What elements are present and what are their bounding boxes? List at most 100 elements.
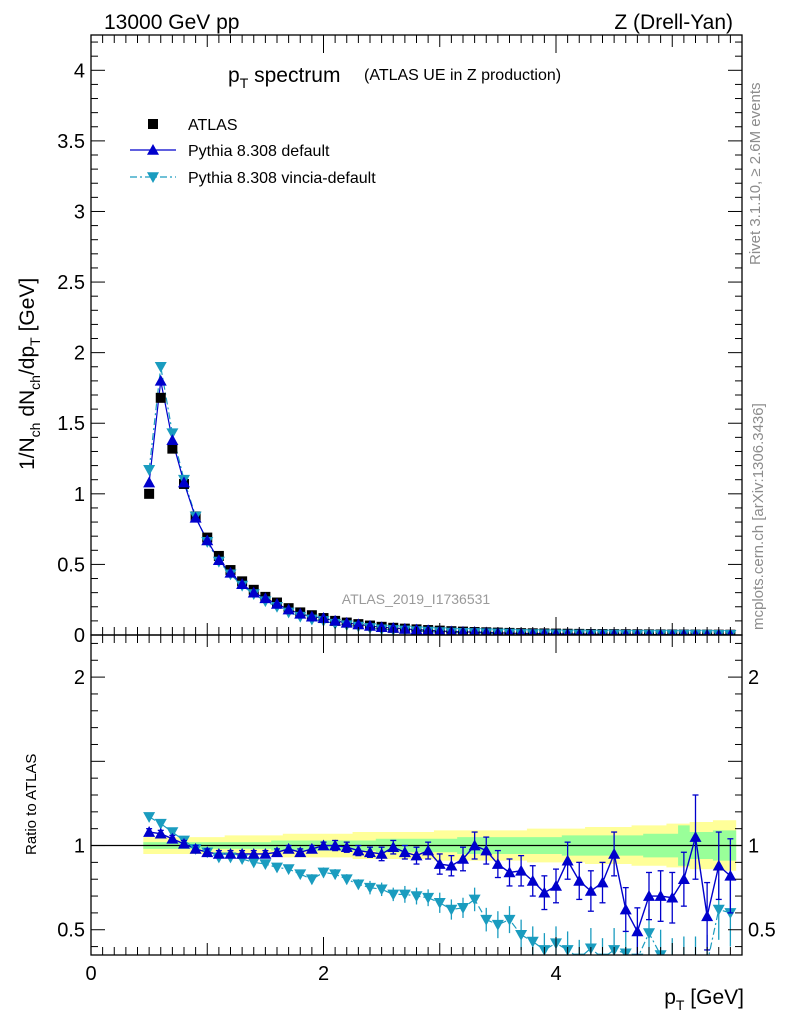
plot-title: pT spectrum — [228, 64, 340, 91]
default-ratio-point — [201, 846, 214, 858]
default-ratio-point — [515, 864, 528, 876]
default-ratio-point — [677, 873, 690, 885]
default-ratio-point — [445, 859, 458, 871]
rivet-label: Rivet 3.1.10, ≥ 2.6M events — [747, 83, 764, 266]
vincia-ratio-point — [526, 936, 539, 948]
default-point — [201, 534, 214, 546]
main-y-tick-label: 0.5 — [57, 554, 85, 576]
default-ratio-point — [457, 853, 469, 864]
default-ratio-point — [236, 847, 249, 859]
default-point — [329, 614, 342, 626]
vincia-ratio-point — [678, 959, 690, 970]
default-ratio-point — [329, 839, 342, 851]
default-ratio-point — [468, 839, 481, 851]
default-ratio-point — [550, 879, 562, 891]
vincia-ratio-point — [433, 897, 446, 909]
ratio-ylabel: Ratio to ATLAS — [23, 754, 40, 855]
default-ratio-point — [573, 874, 586, 886]
default-ratio-point — [166, 832, 179, 844]
default-point — [189, 511, 202, 523]
default-ratio-point — [712, 859, 725, 871]
x-tick-label: 4 — [550, 963, 561, 985]
default-ratio-point — [596, 876, 609, 888]
default-point — [224, 566, 237, 578]
main-y-tick-label: 0 — [74, 625, 85, 647]
default-ratio-point — [666, 891, 679, 903]
vincia-ratio-point — [643, 928, 655, 940]
ratio-series — [143, 794, 737, 970]
default-point — [247, 586, 260, 598]
x-tick-label: 2 — [318, 963, 329, 985]
default-ratio-point — [433, 858, 446, 869]
default-ratio-point — [212, 847, 225, 859]
atlas-point — [155, 392, 166, 403]
legend: ATLAS Pythia 8.308 default Pythia 8.308 vi… — [130, 117, 376, 187]
default-point — [236, 578, 249, 589]
legend-marker-vincia — [147, 172, 159, 183]
legend-marker-default — [147, 144, 159, 155]
default-ratio-point — [608, 847, 621, 859]
vincia-ratio-point — [457, 903, 469, 914]
default-point — [282, 603, 295, 615]
vincia-ratio-point — [282, 864, 295, 876]
default-ratio-point — [317, 839, 330, 851]
plot-subtitle: (ATLAS UE in Z production) — [364, 67, 561, 84]
legend-label-pythia-8-308-default: Pythia 8.308 default — [188, 143, 330, 160]
vincia-ratio-point — [503, 914, 516, 926]
vincia-ratio-point — [329, 869, 342, 881]
header-right: Z (Drell-Yan) — [614, 11, 733, 34]
default-ratio-point — [643, 890, 655, 901]
axis-ticks: 00.511.522.533.540.5 0.51 12 20 2 4 — [57, 35, 776, 985]
vincia-ratio-point — [712, 904, 725, 916]
default-point — [352, 618, 365, 630]
default-ratio-point — [480, 844, 493, 856]
vincia-ratio-point — [422, 892, 435, 904]
default-ratio-point — [503, 866, 516, 878]
legend-marker-atlas — [148, 119, 158, 129]
default-ratio-point — [178, 837, 190, 849]
mcplots-label: mcplots.cern.ch [arXiv:1306.3436] — [750, 403, 767, 630]
vincia-ratio-point — [690, 959, 702, 970]
ratio-line-vincia — [148, 816, 731, 955]
default-ratio-point — [584, 885, 597, 896]
vincia-ratio-point — [491, 919, 504, 931]
atlas-point — [144, 488, 155, 499]
default-point — [166, 434, 179, 445]
ratio-y-tick-label-right: 2 — [748, 667, 759, 689]
vincia-ratio-point — [666, 959, 678, 970]
vincia-ratio-point — [701, 959, 713, 970]
vincia-ratio-point — [387, 889, 400, 901]
default-ratio-point — [654, 890, 667, 901]
vincia-ratio-point — [375, 884, 388, 896]
ratio-y-tick-label-right: 0.5 — [748, 920, 776, 942]
default-point — [305, 610, 318, 622]
x-tick-label: 0 — [85, 963, 96, 985]
default-ratio-point — [410, 849, 423, 861]
default-ratio-point — [247, 847, 260, 859]
vincia-ratio-point — [294, 869, 307, 881]
legend-label-atlas: ATLAS — [188, 117, 238, 134]
analysis-watermark: ATLAS_2019_I1736531 — [342, 591, 491, 607]
default-ratio-point — [701, 910, 714, 922]
main-ylabel: 1/Nch dNch/dpT [GeV] — [16, 278, 43, 470]
default-ratio-point — [271, 846, 283, 858]
vincia-ratio-point — [259, 859, 272, 871]
ratio-y-tick-label: 0.5 — [57, 920, 85, 942]
vincia-ratio-point — [515, 929, 528, 941]
atlas-point — [167, 443, 178, 454]
default-point — [364, 619, 376, 631]
default-ratio-point — [724, 869, 737, 881]
vincia-ratio-point — [305, 874, 318, 886]
ratio-y-tick-label: 2 — [74, 667, 85, 689]
vincia-ratio-point — [166, 827, 179, 839]
default-ratio-point — [305, 842, 318, 854]
default-ratio-point — [340, 841, 353, 853]
default-ratio-point — [538, 886, 551, 898]
legend-label-pythia-8-308-vincia-default: Pythia 8.308 vincia-default — [188, 170, 376, 187]
default-ratio-point — [689, 831, 702, 842]
default-point — [212, 554, 225, 565]
main-y-tick-label: 1.5 — [57, 413, 85, 435]
default-point — [143, 476, 156, 488]
main-y-tick-label: 3.5 — [57, 131, 85, 153]
